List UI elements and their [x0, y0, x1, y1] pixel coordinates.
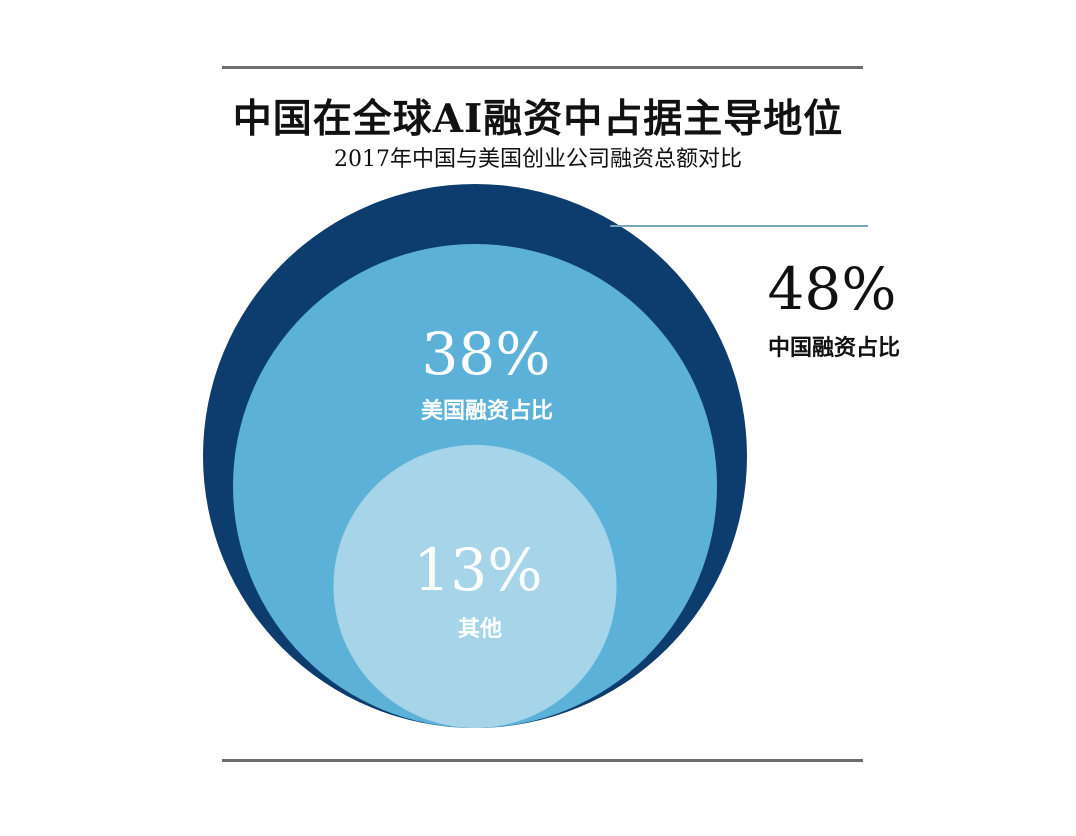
usa-category-label: 美国融资占比 [421, 398, 553, 424]
other-value-label: 13% [414, 536, 543, 604]
chart-subtitle: 2017年中国与美国创业公司融资总额对比 [334, 147, 742, 172]
china-value-label: 48% [768, 255, 897, 323]
chart-title: 中国在全球AI融资中占据主导地位 [232, 96, 844, 142]
other-category-label: 其他 [458, 616, 502, 642]
usa-value-label: 38% [422, 320, 551, 388]
china-category-label: 中国融资占比 [768, 335, 900, 361]
top-rule [222, 66, 863, 69]
bottom-rule [222, 759, 863, 762]
circle-other [333, 444, 617, 728]
